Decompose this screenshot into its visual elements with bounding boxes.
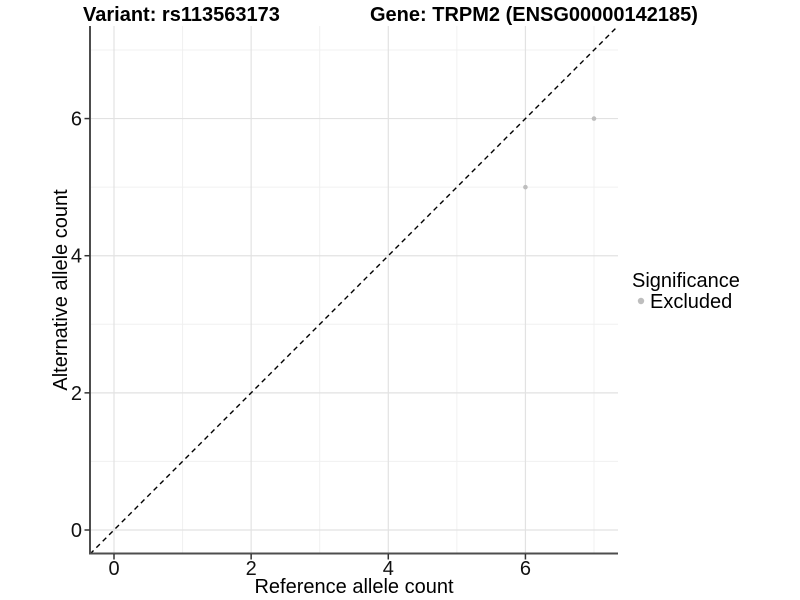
x-axis-title: Reference allele count — [254, 576, 453, 598]
plot-title-variant: Variant: rs113563173 — [83, 4, 280, 26]
x-tick-label: 2 — [246, 558, 257, 580]
x-tick-label: 6 — [520, 558, 531, 580]
legend: Significance Excluded — [632, 270, 740, 313]
y-tick-label: 2 — [71, 383, 82, 405]
legend-title: Significance — [632, 270, 740, 292]
y-tick-label: 0 — [71, 520, 82, 542]
data-points — [523, 116, 597, 190]
y-tick-label: 6 — [71, 109, 82, 131]
gridlines-minor — [90, 26, 618, 554]
data-point — [523, 184, 528, 190]
plot-title-gene: Gene: TRPM2 (ENSG00000142185) — [370, 4, 698, 26]
gridlines-major — [90, 26, 618, 554]
data-point — [591, 116, 597, 121]
x-tick-label: 4 — [383, 558, 394, 580]
y-axis-ticks: 0 2 4 6 — [71, 109, 90, 542]
y-tick-label: 4 — [71, 246, 82, 268]
legend-item-label: Excluded — [650, 291, 732, 313]
legend-key-dot-icon — [637, 297, 645, 305]
y-axis-title: Alternative allele count — [50, 189, 72, 391]
identity-line — [89, 25, 619, 555]
identity-dashed-line — [89, 25, 619, 555]
x-axis-ticks: 0 2 4 6 — [108, 554, 531, 580]
x-tick-label: 0 — [108, 558, 119, 580]
